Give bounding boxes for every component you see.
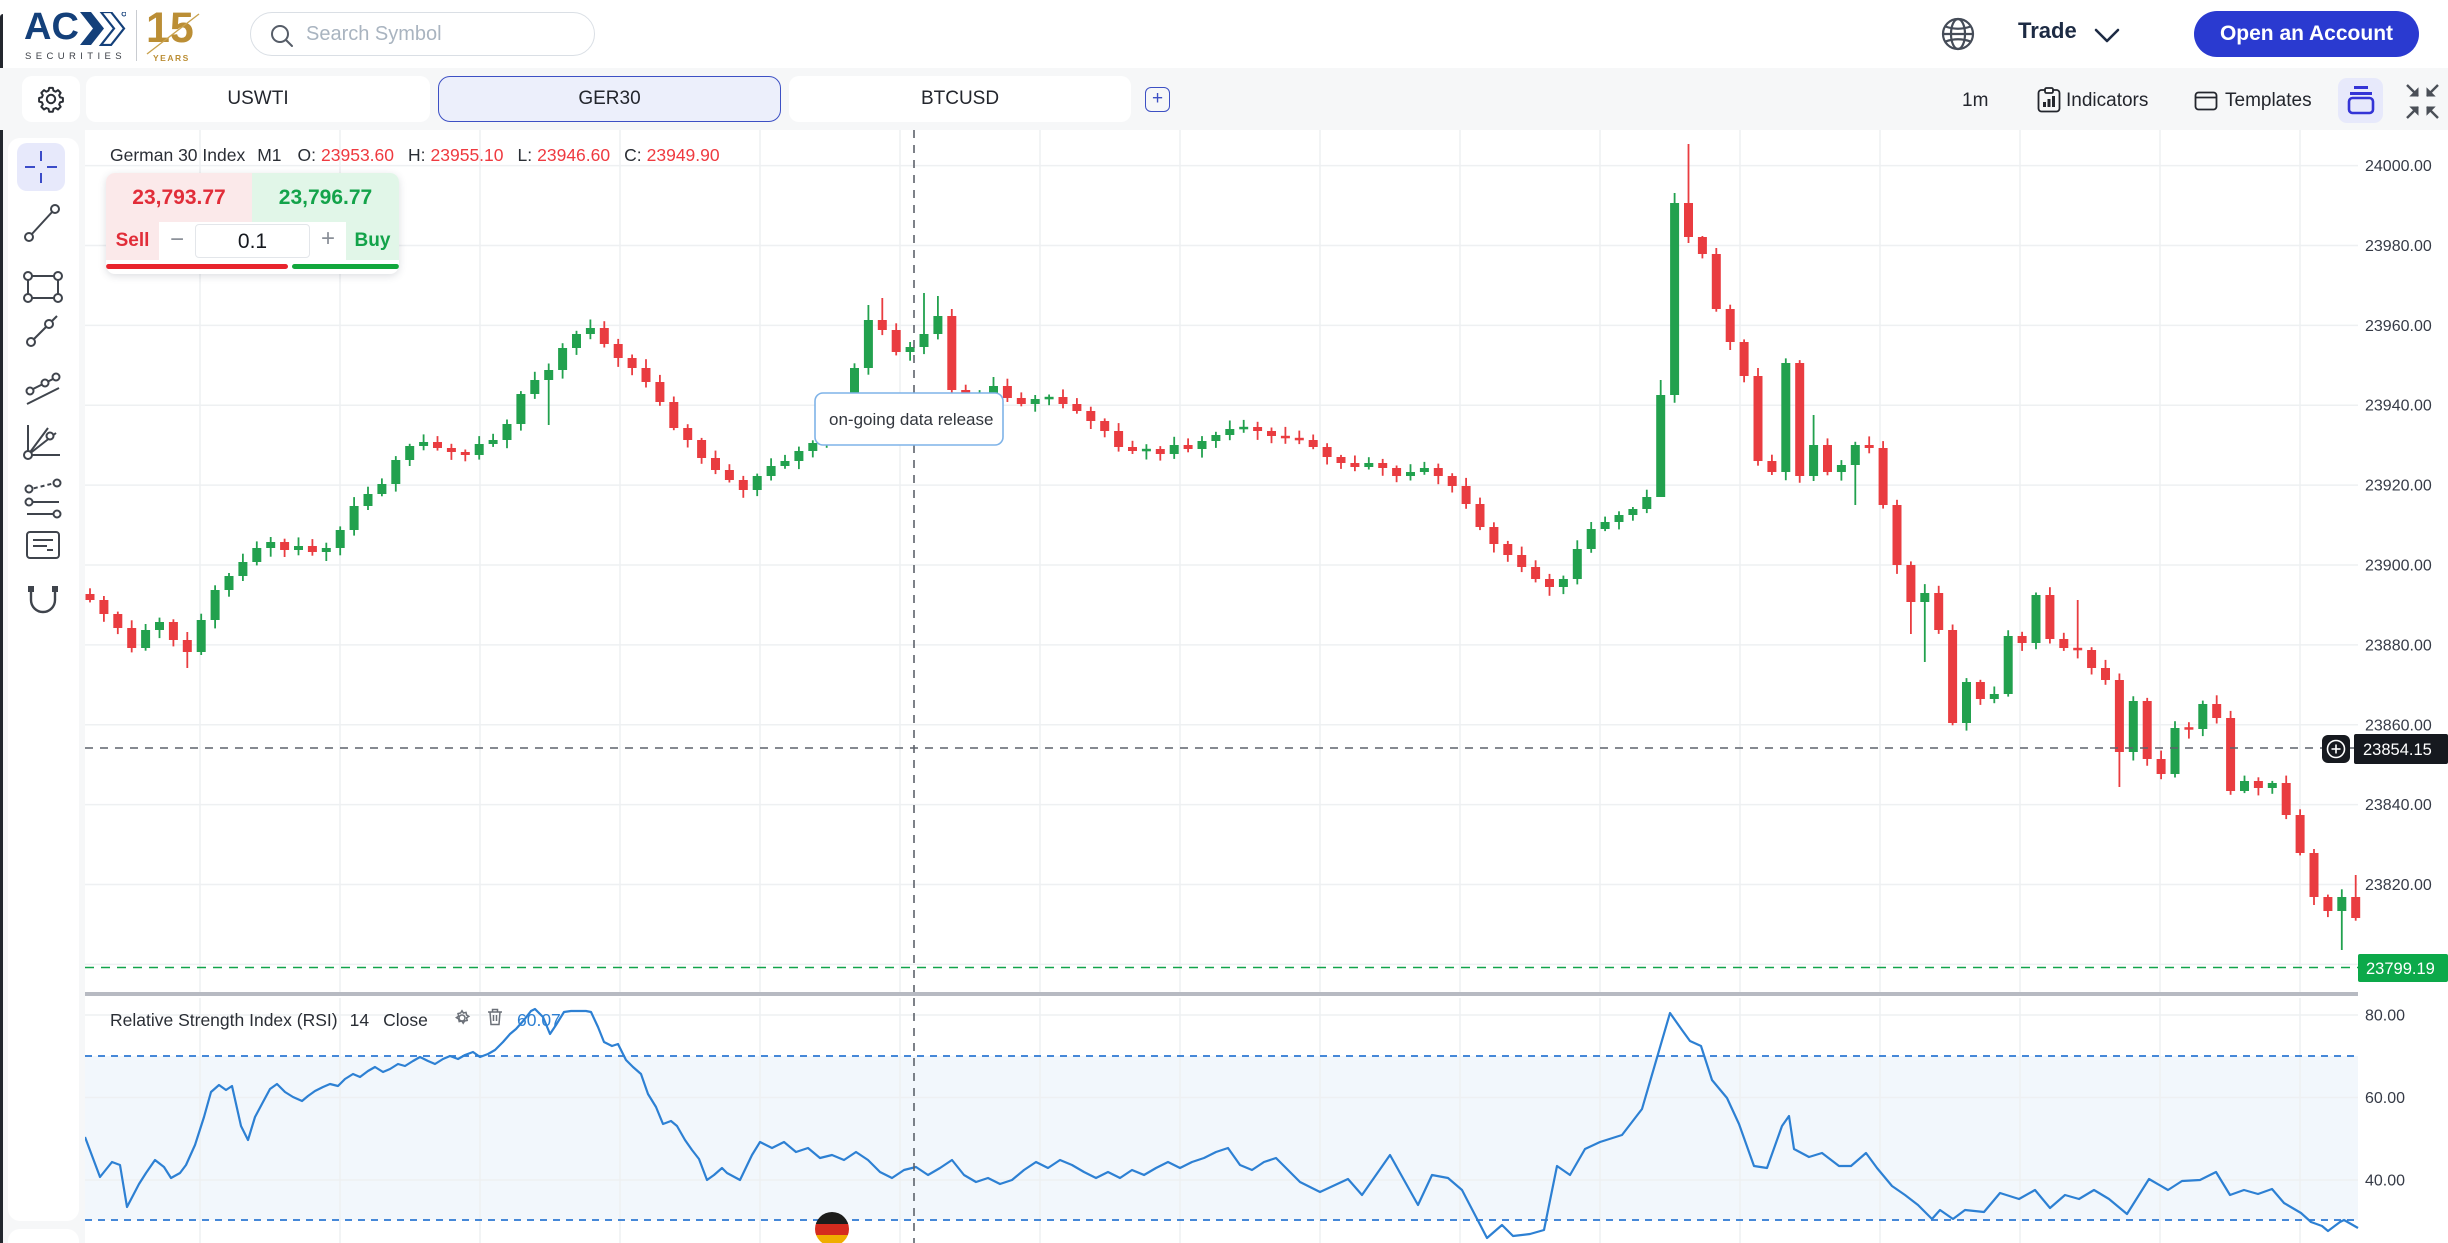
svg-text:80.00: 80.00: [2365, 1008, 2405, 1025]
svg-text:23980.00: 23980.00: [2365, 238, 2432, 255]
svg-text:23799.19: 23799.19: [2366, 960, 2435, 978]
svg-text:23960.00: 23960.00: [2365, 318, 2432, 335]
svg-text:Relative Strength Index (RSI)1: Relative Strength Index (RSI) 14 Close: [110, 1010, 428, 1030]
svg-text:23860.00: 23860.00: [2365, 717, 2432, 734]
svg-text:24000.00: 24000.00: [2365, 158, 2432, 175]
svg-text:23840.00: 23840.00: [2365, 797, 2432, 814]
svg-text:23920.00: 23920.00: [2365, 478, 2432, 495]
svg-text:23900.00: 23900.00: [2365, 558, 2432, 575]
svg-text:23820.00: 23820.00: [2365, 877, 2432, 894]
svg-text:60.07: 60.07: [517, 1010, 561, 1030]
svg-text:40.00: 40.00: [2365, 1173, 2405, 1190]
svg-text:23854.15: 23854.15: [2363, 741, 2432, 759]
svg-text:on-going data release: on-going data release: [829, 410, 993, 429]
svg-text:23880.00: 23880.00: [2365, 637, 2432, 654]
svg-text:23940.00: 23940.00: [2365, 398, 2432, 415]
svg-text:60.00: 60.00: [2365, 1090, 2405, 1107]
